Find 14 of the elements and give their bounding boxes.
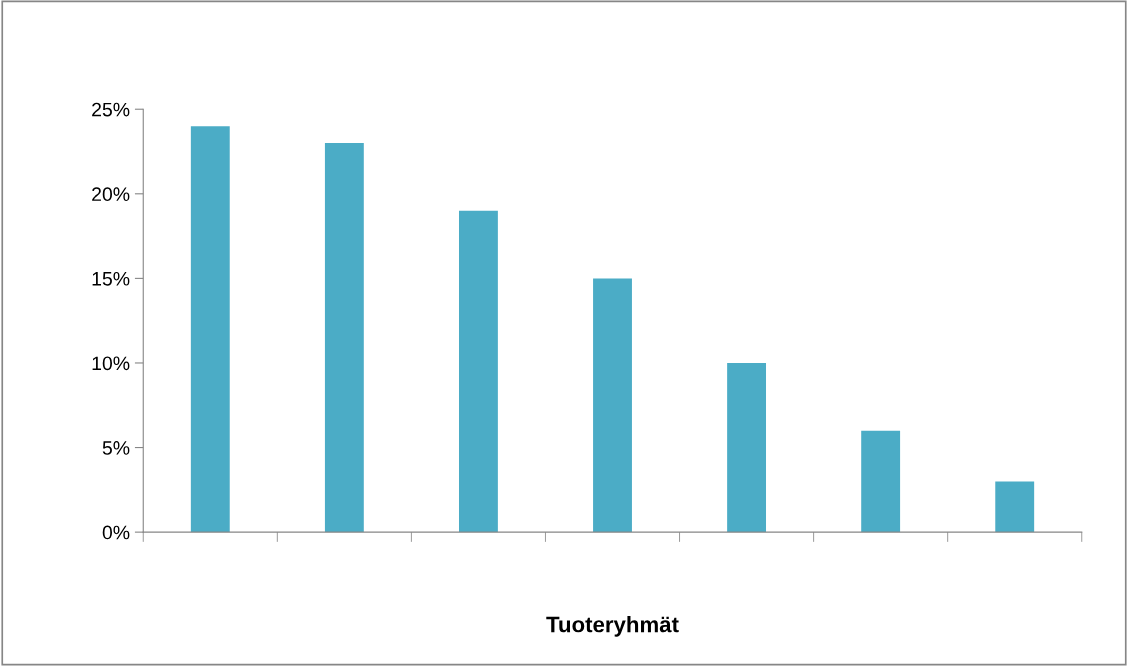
bar (593, 278, 632, 533)
x-axis-title: Tuoteryhmät (546, 616, 679, 637)
y-tick-label: 15% (92, 271, 130, 286)
bar (727, 362, 767, 533)
y-tick-label: 0% (102, 525, 130, 540)
bar (324, 143, 364, 533)
y-tick-label: 25% (92, 102, 130, 117)
bar (458, 210, 498, 533)
bar (190, 126, 230, 533)
y-tick-label: 5% (102, 441, 130, 455)
bar (995, 481, 1035, 533)
bar (861, 430, 901, 533)
y-tick-label: 10% (92, 356, 130, 371)
y-tick-label: 20% (92, 187, 130, 202)
